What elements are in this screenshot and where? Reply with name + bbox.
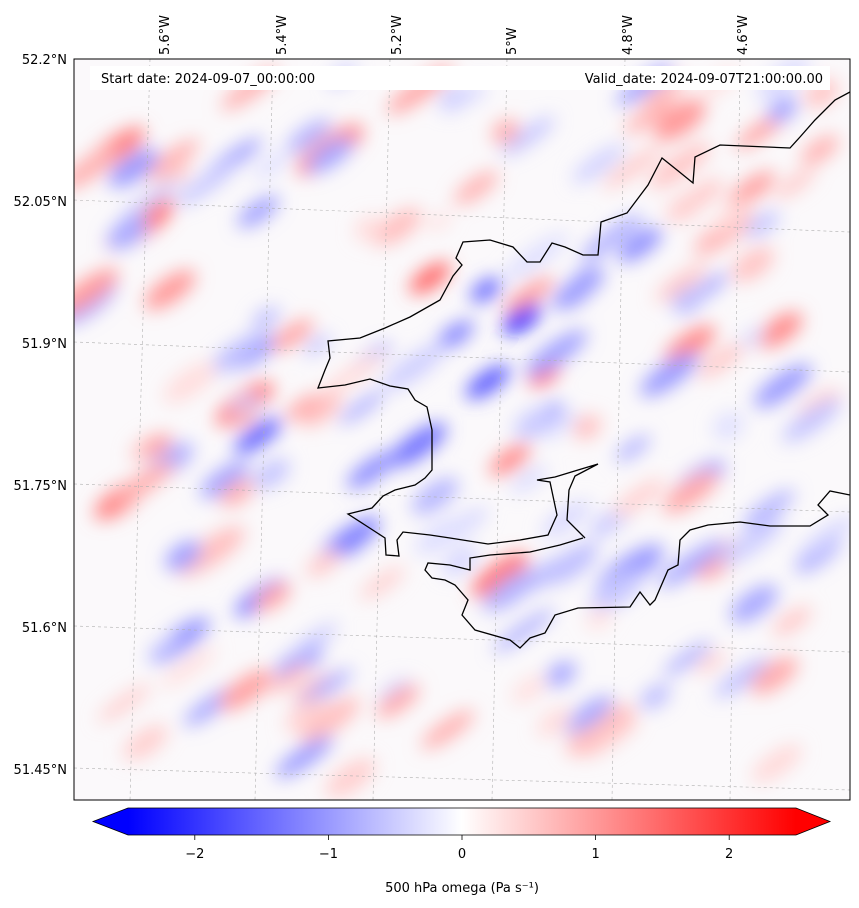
colorbar-min-extend: [93, 808, 128, 835]
colorbar-outline: [91, 807, 832, 836]
colorbar-ticks: −2 −1 0 1 2: [185, 835, 733, 862]
lat-label: 51.9°N: [22, 337, 67, 352]
lat-label: 52.05°N: [14, 195, 67, 210]
lon-label: 4.6°W: [736, 15, 751, 55]
coastline: [317, 91, 850, 649]
colorbar-tick-label: 2: [725, 847, 733, 862]
colorbar-tick-label: 0: [458, 847, 466, 862]
colorbar-label: 500 hPa omega (Pa s⁻¹): [385, 881, 539, 896]
colorbar-max-extend: [796, 808, 830, 835]
omega-field: [74, 59, 850, 798]
valid-date-label: Valid_date: 2024-09-07T21:00:00.00: [585, 72, 823, 87]
latitude-labels: 52.2°N 52.05°N 51.9°N 51.75°N 51.6°N 51.…: [14, 53, 67, 778]
colorbar-tick-label: −2: [185, 847, 204, 862]
lon-label: 5°W: [505, 27, 520, 55]
lat-label: 52.2°N: [22, 53, 67, 68]
map-frame: [73, 58, 851, 801]
colorbar: −2 −1 0 1 2 500 hPa omega (Pa s⁻¹): [91, 807, 832, 896]
lat-label: 51.6°N: [22, 621, 67, 636]
lon-label: 5.6°W: [158, 15, 173, 55]
colorbar-body: [128, 808, 796, 835]
lat-label: 51.75°N: [14, 479, 67, 494]
lon-label: 4.8°W: [621, 15, 636, 55]
start-date-label: Start date: 2024-09-07_00:00:00: [101, 72, 315, 87]
lon-label: 5.2°W: [390, 15, 405, 55]
colorbar-tick-label: −1: [319, 847, 338, 862]
longitude-labels: 5.6°W 5.4°W 5.2°W 5°W 4.8°W 4.6°W: [158, 15, 751, 55]
map-panel: Start date: 2024-09-07_00:00:00 Valid_da…: [73, 58, 851, 801]
lat-label: 51.45°N: [14, 763, 67, 778]
lon-label: 5.4°W: [275, 15, 290, 55]
colorbar-tick-label: 1: [591, 847, 599, 862]
header-band: [90, 66, 830, 90]
